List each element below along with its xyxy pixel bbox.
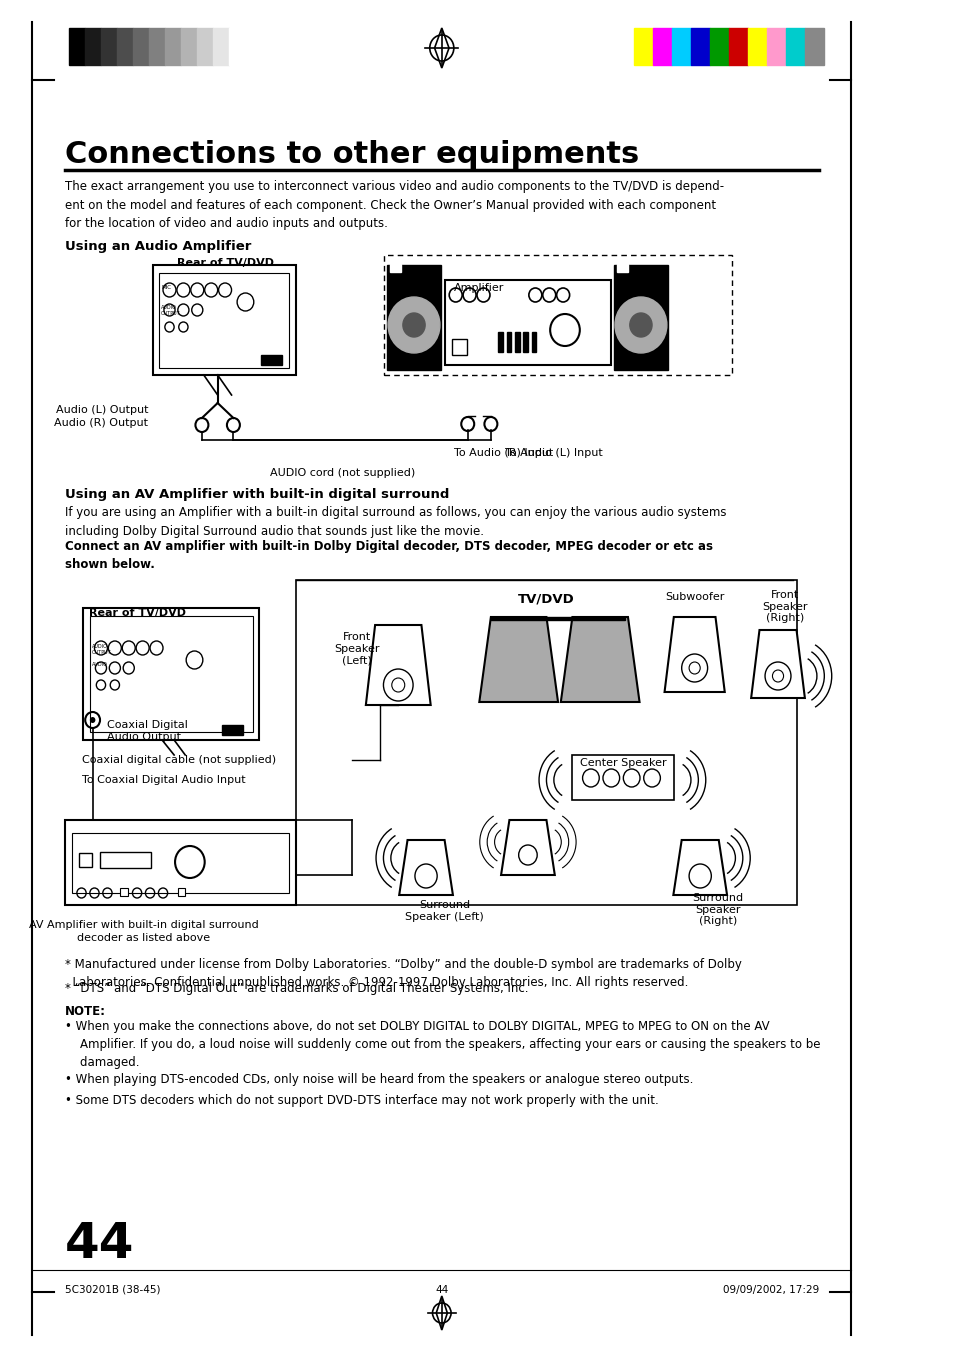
Bar xyxy=(222,725,242,735)
Text: decoder as listed above: decoder as listed above xyxy=(77,934,210,943)
Bar xyxy=(691,28,710,65)
Text: Coaxial digital cable (not supplied): Coaxial digital cable (not supplied) xyxy=(81,755,275,765)
Polygon shape xyxy=(560,617,639,703)
Bar xyxy=(497,332,502,353)
Circle shape xyxy=(90,717,95,723)
Bar xyxy=(804,28,823,65)
FancyBboxPatch shape xyxy=(572,755,674,800)
Text: 5C30201B (38-45): 5C30201B (38-45) xyxy=(65,1285,160,1296)
Bar xyxy=(672,28,691,65)
Bar xyxy=(506,332,511,353)
Bar xyxy=(614,265,667,370)
Bar xyxy=(785,28,804,65)
Bar xyxy=(390,263,400,272)
FancyBboxPatch shape xyxy=(65,820,296,905)
Text: 44: 44 xyxy=(65,1220,134,1269)
Text: AUDIO cord (not supplied): AUDIO cord (not supplied) xyxy=(270,467,415,478)
Polygon shape xyxy=(500,820,555,875)
Text: Using an Audio Amplifier: Using an Audio Amplifier xyxy=(65,240,251,253)
Text: • When you make the connections above, do not set DOLBY DIGITAL to DOLBY DIGITAL: • When you make the connections above, d… xyxy=(65,1020,820,1069)
Text: Connections to other equipments: Connections to other equipments xyxy=(65,141,639,169)
Bar xyxy=(491,617,624,620)
Text: To Audio (R) Input: To Audio (R) Input xyxy=(454,449,553,458)
Text: * “DTS” and “DTS Digital Out” are trademarks of Digital Theater Systems, Inc.: * “DTS” and “DTS Digital Out” are tradem… xyxy=(65,982,528,994)
Bar xyxy=(710,28,729,65)
Text: AV Amplifier with built-in digital surround: AV Amplifier with built-in digital surro… xyxy=(29,920,258,929)
Text: • Some DTS decoders which do not support DVD-DTS interface may not work properly: • Some DTS decoders which do not support… xyxy=(65,1094,658,1106)
Text: MIC: MIC xyxy=(161,285,171,290)
Polygon shape xyxy=(365,626,430,705)
Text: NOTE:: NOTE: xyxy=(65,1005,106,1019)
Bar xyxy=(653,28,672,65)
Polygon shape xyxy=(398,840,453,894)
FancyBboxPatch shape xyxy=(152,265,296,376)
Bar xyxy=(387,265,440,370)
Circle shape xyxy=(615,297,666,353)
Bar xyxy=(133,28,150,65)
Text: Surround
Speaker (Left): Surround Speaker (Left) xyxy=(405,900,483,921)
Text: AUDIO
OUTPUT: AUDIO OUTPUT xyxy=(91,644,112,655)
Bar xyxy=(296,580,796,905)
Text: Audio Output: Audio Output xyxy=(108,732,181,742)
Text: To Audio (L) Input: To Audio (L) Input xyxy=(504,449,602,458)
Text: Connect an AV amplifier with built-in Dolby Digital decoder, DTS decoder, MPEG d: Connect an AV amplifier with built-in Do… xyxy=(65,540,712,571)
Polygon shape xyxy=(664,617,724,692)
Bar xyxy=(177,888,185,896)
Bar xyxy=(452,339,466,355)
Bar xyxy=(79,852,91,867)
Bar xyxy=(70,28,86,65)
Text: Rear of TV/DVD: Rear of TV/DVD xyxy=(89,608,186,617)
Text: Audio (L) Output: Audio (L) Output xyxy=(55,405,148,415)
Text: Surround
Speaker
(Right): Surround Speaker (Right) xyxy=(692,893,742,927)
Bar xyxy=(181,28,197,65)
Text: Coaxial Digital: Coaxial Digital xyxy=(108,720,188,730)
Text: Amplifier: Amplifier xyxy=(454,282,504,293)
Bar xyxy=(444,280,611,365)
Bar xyxy=(523,332,527,353)
Bar xyxy=(117,28,133,65)
Bar xyxy=(101,28,117,65)
Bar xyxy=(766,28,785,65)
Circle shape xyxy=(388,297,439,353)
Text: If you are using an Amplifier with a built-in digital surround as follows, you c: If you are using an Amplifier with a bui… xyxy=(65,507,725,538)
Text: Using an AV Amplifier with built-in digital surround: Using an AV Amplifier with built-in digi… xyxy=(65,488,449,501)
Bar xyxy=(120,888,128,896)
Bar xyxy=(617,263,627,272)
Bar xyxy=(515,332,519,353)
Bar xyxy=(86,28,101,65)
Bar xyxy=(165,28,181,65)
Bar xyxy=(729,28,747,65)
Text: The exact arrangement you use to interconnect various video and audio components: The exact arrangement you use to interco… xyxy=(65,180,723,230)
Bar xyxy=(230,28,245,65)
Bar xyxy=(213,28,230,65)
Text: * Manufactured under license from Dolby Laboratories. “Dolby” and the double-D s: * Manufactured under license from Dolby … xyxy=(65,958,740,989)
Text: Front
Speaker
(Left): Front Speaker (Left) xyxy=(334,632,379,665)
Bar xyxy=(261,355,281,365)
Text: Subwoofer: Subwoofer xyxy=(664,592,723,603)
Bar xyxy=(197,28,213,65)
Bar xyxy=(100,852,151,867)
Polygon shape xyxy=(478,617,558,703)
Bar xyxy=(634,28,653,65)
Text: To Coaxial Digital Audio Input: To Coaxial Digital Audio Input xyxy=(81,775,245,785)
Text: 44: 44 xyxy=(435,1285,448,1296)
Text: AUDIO: AUDIO xyxy=(91,662,108,667)
Text: Audio (R) Output: Audio (R) Output xyxy=(54,417,148,428)
Bar xyxy=(531,332,536,353)
Text: Rear of TV/DVD: Rear of TV/DVD xyxy=(176,258,274,267)
Text: TV/DVD: TV/DVD xyxy=(517,592,575,605)
Circle shape xyxy=(629,313,651,336)
Bar xyxy=(747,28,766,65)
Text: Center Speaker: Center Speaker xyxy=(579,758,666,767)
Bar xyxy=(150,28,165,65)
Text: • When playing DTS-encoded CDs, only noise will be heard from the speakers or an: • When playing DTS-encoded CDs, only noi… xyxy=(65,1073,693,1086)
Circle shape xyxy=(402,313,425,336)
Text: Front
Speaker
(Right): Front Speaker (Right) xyxy=(761,590,807,623)
Text: AUDIO
OUTPUT: AUDIO OUTPUT xyxy=(161,305,181,316)
Text: 09/09/2002, 17:29: 09/09/2002, 17:29 xyxy=(721,1285,818,1296)
FancyBboxPatch shape xyxy=(83,608,259,740)
Polygon shape xyxy=(750,630,804,698)
Polygon shape xyxy=(673,840,726,894)
